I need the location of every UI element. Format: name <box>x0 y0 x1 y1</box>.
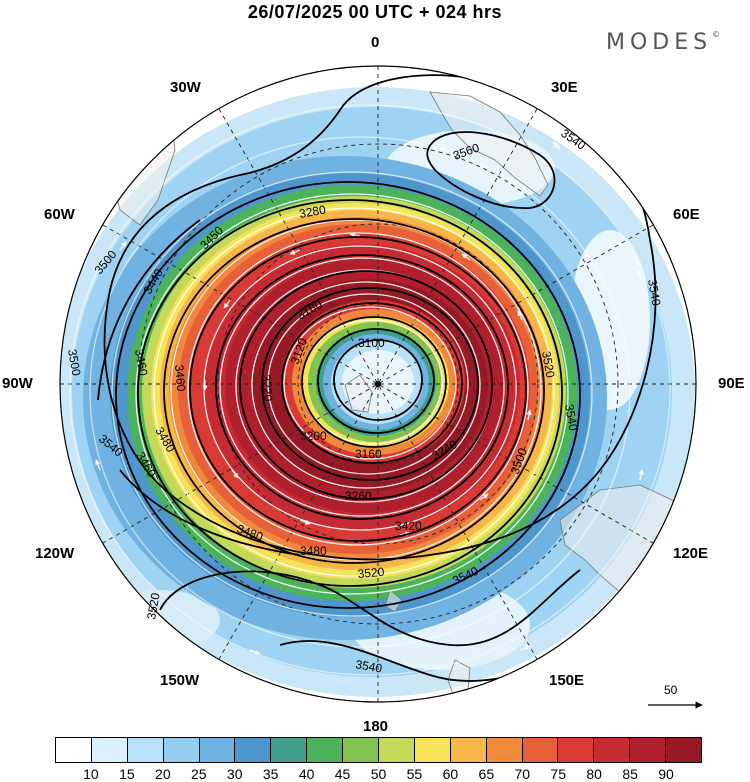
map-boundary <box>59 65 697 703</box>
colorbar-tick-label: 25 <box>190 766 207 782</box>
polar-map: 3540 3560 3540 3540 3520 3540 3500 3480 … <box>59 65 697 703</box>
colorbar-tick-label: 10 <box>83 766 99 782</box>
colorbar-segment <box>379 738 415 762</box>
height-contours <box>97 74 657 682</box>
contour-label: 3460 <box>172 364 188 392</box>
colorbar-segment <box>307 738 344 762</box>
colorbar-segment <box>486 738 523 762</box>
lon-label-180: 180 <box>363 718 389 735</box>
colorbar-segment <box>666 738 702 762</box>
colorbar-tick-label: 80 <box>586 766 602 782</box>
colorbar-tick-label: 45 <box>334 766 351 782</box>
wind-streamlines <box>69 95 671 676</box>
lon-label-60e: 60E <box>673 206 700 223</box>
contour-label: 3160 <box>355 447 382 461</box>
lon-label-120w: 120W <box>35 545 75 562</box>
reference-vector-label: 50 <box>664 683 678 697</box>
colorbar <box>55 737 702 763</box>
contour-label: 3260 <box>345 489 372 503</box>
colorbar-segment <box>450 738 487 762</box>
contour-label: 3280 <box>298 202 327 220</box>
contour-label: 3420 <box>395 519 422 533</box>
colorbar-tick-label: 85 <box>622 766 638 782</box>
contour-label: 3540 <box>562 403 580 432</box>
lon-label-30e: 30E <box>551 79 578 96</box>
lon-label-90w: 90W <box>2 375 33 392</box>
colorbar-segment <box>127 738 164 762</box>
brand-logo: MODES© <box>606 29 721 55</box>
colorbar-tick-label: 35 <box>262 766 279 782</box>
colorbar-segment <box>235 738 272 762</box>
colorbar-tick-label: 30 <box>226 766 243 782</box>
contour-label: 3520 <box>357 565 385 581</box>
contour-label: 3540 <box>354 657 383 675</box>
colorbar-segment <box>414 738 451 762</box>
colorbar-segment <box>594 738 631 762</box>
reference-vector-arrow <box>648 701 703 709</box>
colorbar-tick-label: 75 <box>550 766 567 782</box>
lon-label-60w: 60W <box>44 206 75 223</box>
lon-label-90e: 90E <box>718 375 745 392</box>
colorbar-tick-label: 60 <box>442 766 459 782</box>
contour-label: 3460 <box>132 348 150 377</box>
colorbar-tick-label: 50 <box>370 766 387 782</box>
colorbar-segment <box>163 738 200 762</box>
lon-label-150e: 150E <box>549 672 585 689</box>
contour-label: 3200 <box>300 429 327 443</box>
colorbar-segment <box>343 738 380 762</box>
contour-label: 3500 <box>65 348 83 377</box>
colorbar-segment <box>271 738 308 762</box>
contour-label: 3220 <box>259 374 275 402</box>
colorbar-tick-label: 55 <box>406 766 423 782</box>
colorbar-segment <box>56 738 92 762</box>
colorbar-tick-label: 15 <box>119 766 135 782</box>
colorbar-tick-label: 65 <box>478 766 495 782</box>
colorbar-segment <box>199 738 236 762</box>
colorbar-segment <box>522 738 559 762</box>
lon-label-120e: 120E <box>673 545 709 562</box>
colorbar-tick-label: 90 <box>658 766 674 782</box>
lon-label-150w: 150W <box>160 672 200 689</box>
map-title: 26/07/2025 00 UTC + 024 hrs <box>247 2 503 22</box>
colorbar-tick-label: 70 <box>514 766 531 782</box>
contour-label: 3100 <box>358 336 385 350</box>
colorbar-segment <box>91 738 128 762</box>
colorbar-tick-label: 20 <box>155 766 171 782</box>
lon-label-30w: 30W <box>170 79 201 96</box>
lon-label-0: 0 <box>371 34 380 51</box>
contour-label: 3480 <box>300 544 327 558</box>
contour-label: 3540 <box>645 278 663 307</box>
colorbar-tick-label: 40 <box>298 766 315 782</box>
colorbar-segment <box>630 738 667 762</box>
contour-label: 3520 <box>539 350 557 379</box>
colorbar-segment <box>558 738 595 762</box>
south-pole-marker <box>375 381 381 387</box>
